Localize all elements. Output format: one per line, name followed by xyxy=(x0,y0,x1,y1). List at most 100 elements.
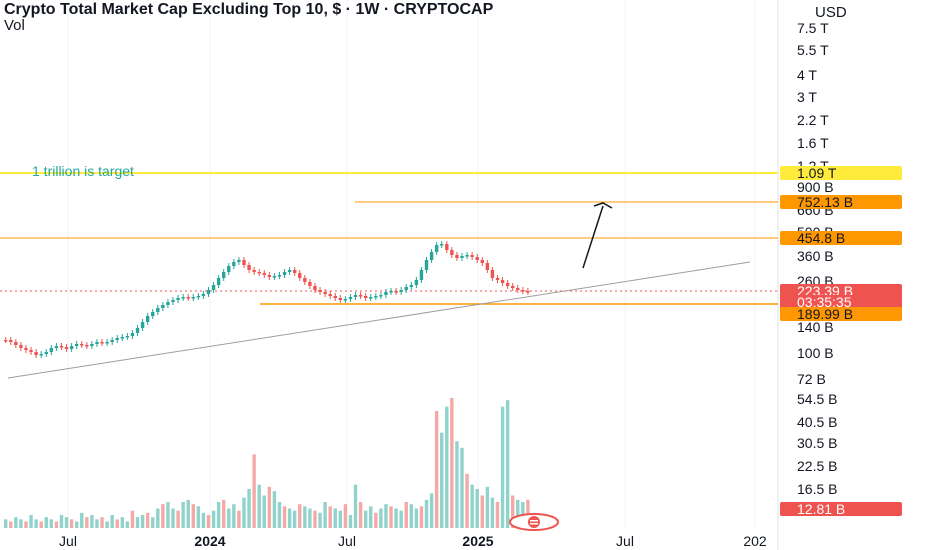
candle-body xyxy=(44,352,48,354)
candle-body xyxy=(9,340,13,342)
volume-bar xyxy=(181,502,185,528)
candle-body xyxy=(470,255,474,257)
volume-bar xyxy=(171,508,175,528)
y-tick-label: 22.5 B xyxy=(797,458,837,474)
volume-bar xyxy=(511,495,515,528)
candle-body xyxy=(348,297,353,299)
candle-body xyxy=(318,290,322,292)
y-tick-label: 16.5 B xyxy=(797,481,837,497)
candle-body xyxy=(475,257,479,260)
volume-bar xyxy=(242,497,246,528)
candle-body xyxy=(74,344,79,346)
volume-bar xyxy=(348,515,353,528)
price-tag xyxy=(780,195,902,209)
volume-bar xyxy=(470,484,474,528)
candle-body xyxy=(145,316,150,322)
volume-bar xyxy=(19,519,23,528)
volume-bar xyxy=(85,517,89,528)
x-tick-label: Jul xyxy=(338,533,356,549)
currency-selector[interactable]: USD xyxy=(815,4,847,21)
volume-bar xyxy=(227,508,231,528)
candle-body xyxy=(358,295,363,297)
volume-bar xyxy=(485,486,490,528)
volume-bar xyxy=(44,517,48,528)
volume-bar xyxy=(176,510,180,528)
price-tag-label: 12.81 B xyxy=(797,501,845,517)
candle-body xyxy=(14,342,18,345)
candle-body xyxy=(166,302,170,305)
volume-bar xyxy=(201,512,206,528)
y-tick-label: 5.5 T xyxy=(797,42,829,58)
y-tick-label: 900 B xyxy=(797,179,834,195)
candle-body xyxy=(333,296,337,298)
volume-bar xyxy=(328,506,332,528)
volume-bar xyxy=(247,489,251,528)
volume-bar xyxy=(90,515,94,528)
candle-body xyxy=(59,346,64,348)
volume-bar xyxy=(24,521,28,528)
volume-bar xyxy=(267,486,272,528)
volume-bar xyxy=(374,512,378,528)
candle-body xyxy=(409,285,413,287)
volume-bar xyxy=(166,502,170,528)
volume-bar xyxy=(110,515,114,528)
candle-body xyxy=(516,288,520,290)
candle-body xyxy=(434,245,439,252)
candle-body xyxy=(34,352,38,355)
volume-bar xyxy=(303,506,307,528)
logo-icon xyxy=(509,513,559,531)
volume-bar xyxy=(287,508,292,528)
candle-body xyxy=(156,308,160,312)
volume-bar xyxy=(440,432,444,528)
x-tick-label: Jul xyxy=(616,533,634,549)
volume-bar xyxy=(333,508,337,528)
volume-bar xyxy=(29,515,33,528)
candle-body xyxy=(19,345,23,348)
candle-body xyxy=(120,337,125,339)
candle-body xyxy=(353,295,358,297)
volume-bar xyxy=(490,497,495,528)
candle-body xyxy=(115,338,119,340)
volume-bar xyxy=(384,504,388,528)
candle-body xyxy=(394,291,398,293)
price-tag-label: 03:35:35 xyxy=(797,294,852,310)
volume-bar xyxy=(277,502,282,528)
volume-bar xyxy=(186,499,190,528)
candle-body xyxy=(171,300,175,302)
y-tick-label: 2.2 T xyxy=(797,112,829,128)
volume-bar xyxy=(450,398,454,528)
volume-bar xyxy=(495,502,500,528)
candle-body xyxy=(424,260,429,270)
volume-bar xyxy=(343,504,348,528)
candle-body xyxy=(287,270,292,272)
candle-body xyxy=(440,244,444,246)
price-tag-label: 1.09 T xyxy=(797,165,837,181)
volume-bar xyxy=(125,521,130,528)
volume-bar xyxy=(257,484,261,528)
volume-bar xyxy=(282,506,287,528)
arrow-head xyxy=(593,202,613,209)
candle-body xyxy=(186,297,190,299)
candle-body xyxy=(130,333,135,336)
y-tick-label: 30.5 B xyxy=(797,435,837,451)
volume-bar xyxy=(151,517,155,528)
volume-bar xyxy=(222,499,226,528)
candle-body xyxy=(176,298,180,300)
candle-body xyxy=(374,296,378,298)
volume-bar xyxy=(465,473,469,528)
volume-bar xyxy=(115,519,119,528)
volume-bar xyxy=(338,510,343,528)
candle-body xyxy=(216,278,221,285)
candle-body xyxy=(80,344,84,346)
price-tag xyxy=(780,231,902,245)
volume-bar xyxy=(74,521,79,528)
candlesticks xyxy=(4,241,530,358)
volume-bar xyxy=(69,519,74,528)
volume-bar xyxy=(353,484,358,528)
candle-body xyxy=(242,260,246,265)
candle-body xyxy=(389,291,393,293)
volume-bar xyxy=(323,502,327,528)
price-tag xyxy=(780,295,902,309)
volume-bar xyxy=(318,512,322,528)
